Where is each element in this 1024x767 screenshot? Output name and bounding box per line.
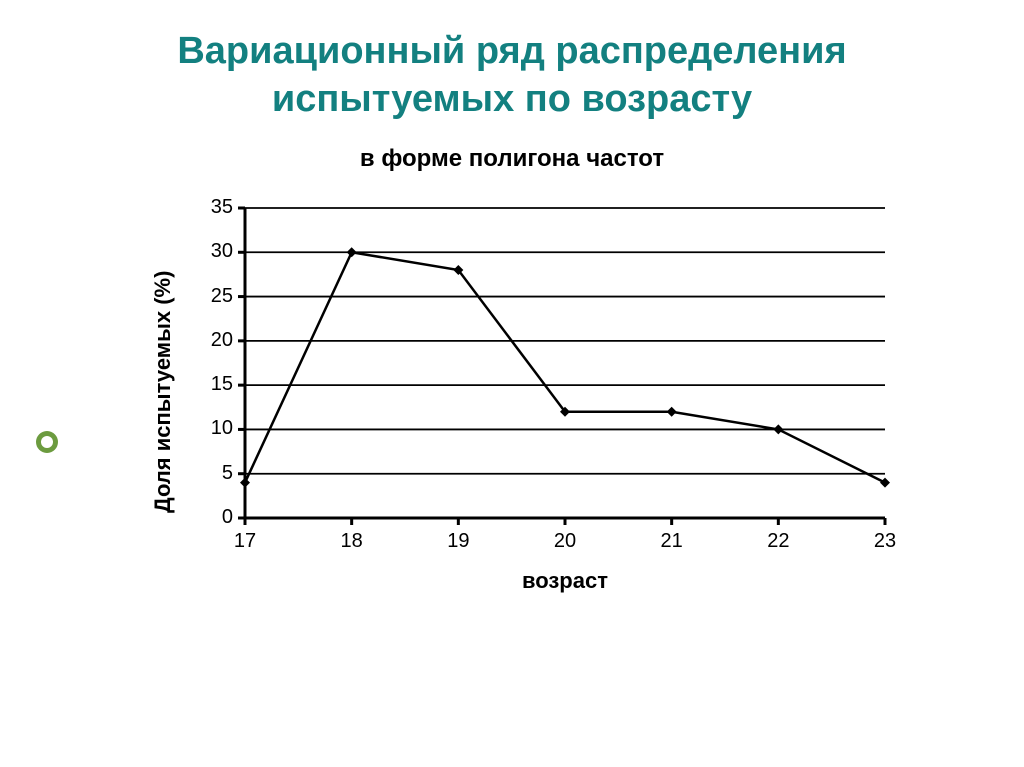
tick-label: 15 — [193, 373, 233, 396]
y-axis-label: Доля испытуемых (%) — [150, 271, 176, 513]
tick-label: 23 — [865, 530, 905, 553]
slide-title: Вариационный ряд распределения испытуемы… — [0, 28, 1024, 123]
tick-label: 30 — [193, 240, 233, 263]
x-axis-label: возраст — [245, 568, 885, 594]
frequency-polygon-chart: Доля испытуемых (%) возраст 0 5 10 15 20 25 30… — [130, 188, 900, 618]
tick-label: 20 — [545, 530, 585, 553]
tick-label: 25 — [193, 285, 233, 308]
tick-label: 21 — [652, 530, 692, 553]
tick-label: 22 — [758, 530, 798, 553]
title-line-1: Вариационный ряд распределения — [177, 30, 846, 72]
chart-canvas — [130, 188, 900, 618]
tick-label: 35 — [193, 196, 233, 219]
bullet-icon — [35, 430, 59, 454]
tick-label: 18 — [332, 530, 372, 553]
tick-label: 10 — [193, 417, 233, 440]
slide-subtitle: в форме полигона частот — [0, 145, 1024, 173]
title-line-2: испытуемых по возрасту — [272, 78, 752, 120]
tick-label: 0 — [193, 506, 233, 529]
slide: Вариационный ряд распределения испытуемы… — [0, 0, 1024, 767]
tick-label: 20 — [193, 329, 233, 352]
tick-label: 5 — [193, 462, 233, 485]
tick-label: 19 — [438, 530, 478, 553]
tick-label: 17 — [225, 530, 265, 553]
